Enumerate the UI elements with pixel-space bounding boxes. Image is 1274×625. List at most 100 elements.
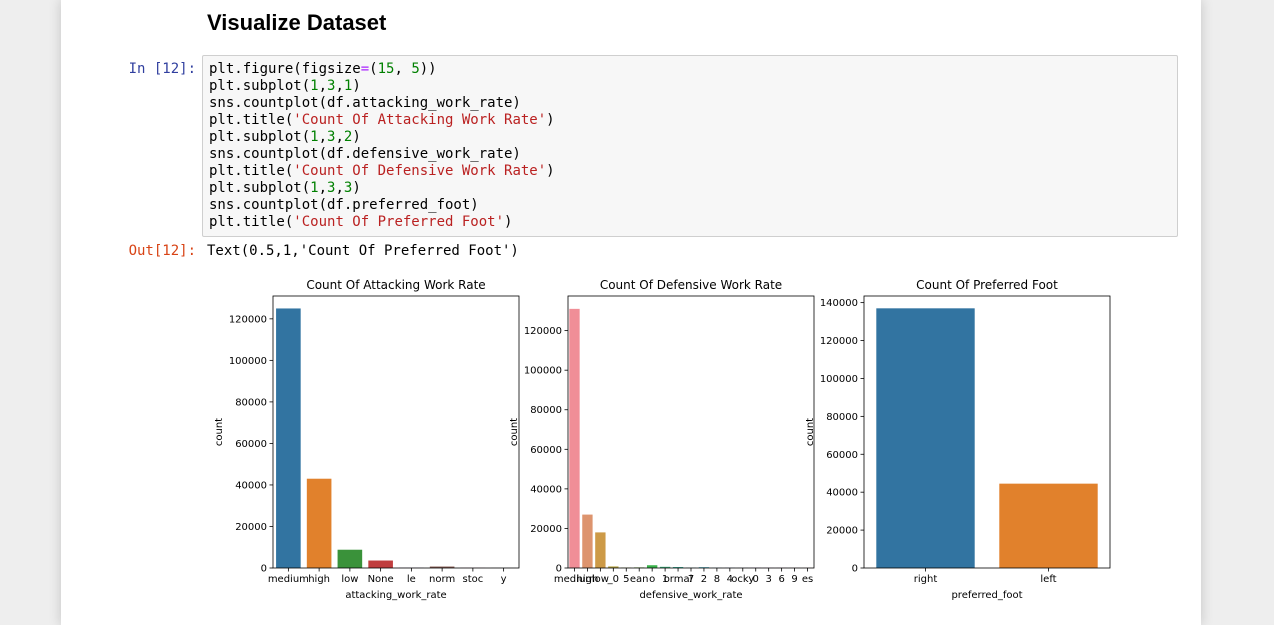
code-token: sns.countplot(df.attacking_work_rate) <box>209 95 521 111</box>
code-token: ) <box>352 180 361 196</box>
y-axis-label: count <box>214 418 225 446</box>
x-tick-label: stoc <box>463 574 484 585</box>
code-token: )) <box>419 61 437 77</box>
bar-high <box>582 514 593 568</box>
x-tick-label: medium <box>268 574 309 585</box>
y-tick-label: 120000 <box>524 326 562 337</box>
code-token: plt.subplot( <box>209 78 311 94</box>
chart-1: 0 20000 40000 60000 80000 100000 120000 medium h… <box>214 278 520 601</box>
input-prompt: In [12]: <box>128 61 196 77</box>
x-tick-label: 8 <box>714 574 720 585</box>
y-tick-label: 0 <box>556 564 562 575</box>
code-line: plt.title('Count Of Defensive Work Rate'… <box>209 163 555 180</box>
x-axis-label: defensive_work_rate <box>639 590 742 601</box>
x-tick-label: norm <box>429 574 455 585</box>
x-tick-label: _0 <box>607 574 619 585</box>
code-line: plt.subplot(1,3,2) <box>209 129 555 146</box>
chart-title: Count Of Defensive Work Rate <box>600 278 782 292</box>
code-token: 2 <box>343 129 353 145</box>
code-token: 1 <box>343 78 353 94</box>
bar-medium <box>569 308 580 568</box>
y-tick-label: 0 <box>261 564 267 575</box>
x-tick-label: 4 <box>727 574 733 585</box>
code-line: sns.countplot(df.defensive_work_rate) <box>209 146 555 163</box>
x-tick-label: ocky <box>731 574 754 585</box>
code-token: sns.countplot(df.preferred_foot) <box>209 197 479 213</box>
x-tick-label: None <box>368 574 394 585</box>
code-cell[interactable]: plt.figure(figsize=(15, 5)) plt.subplot(1… <box>202 55 1178 237</box>
code-token: plt.figure(figsize <box>209 61 361 77</box>
code-editor[interactable]: plt.figure(figsize=(15, 5)) plt.subplot(1… <box>209 61 555 231</box>
y-tick-label: 80000 <box>826 412 858 423</box>
code-line: plt.figure(figsize=(15, 5)) <box>209 61 555 78</box>
code-token: , <box>335 78 344 94</box>
x-axis-label: preferred_foot <box>951 590 1022 601</box>
code-token: , <box>318 129 328 145</box>
code-token: 'Count Of Defensive Work Rate' <box>293 163 547 179</box>
x-tick-label: right <box>914 574 938 585</box>
bar-low <box>595 532 606 568</box>
output-text: Text(0.5,1,'Count Of Preferred Foot') <box>207 243 519 259</box>
bar-norm <box>429 566 455 568</box>
x-tick-label: 1 <box>662 574 668 585</box>
code-token: 3 <box>327 129 336 145</box>
code-token: 15 <box>377 61 395 77</box>
y-tick-label: 20000 <box>235 522 267 533</box>
bar-low <box>337 549 363 568</box>
chart-2: 0 20000 40000 60000 80000 100000 120000 mediumh… <box>509 278 815 601</box>
section-heading: Visualize Dataset <box>207 10 387 35</box>
code-token: plt.subplot( <box>209 180 311 196</box>
y-tick-label: 40000 <box>826 488 858 499</box>
code-token: plt.title( <box>209 112 294 128</box>
x-tick-label: left <box>1040 574 1056 585</box>
code-token: 1 <box>310 180 319 196</box>
x-tick-label: y <box>501 574 507 585</box>
code-token: ) <box>546 163 555 179</box>
bar-ormal <box>672 567 684 568</box>
code-token: plt.title( <box>209 163 294 179</box>
x-tick-label: le <box>407 574 416 585</box>
y-tick-label: 60000 <box>530 445 562 456</box>
code-token: 3 <box>327 78 336 94</box>
code-line: plt.subplot(1,3,3) <box>209 180 555 197</box>
y-tick-label: 20000 <box>826 526 858 537</box>
x-axis-label: attacking_work_rate <box>345 590 446 601</box>
y-tick-label: 0 <box>852 564 858 575</box>
code-token: 3 <box>343 180 353 196</box>
x-tick-label: high <box>577 574 599 585</box>
y-tick-label: 140000 <box>820 298 858 309</box>
x-tick-label: 3 <box>765 574 771 585</box>
x-tick-label: low <box>592 574 609 585</box>
code-token: 1 <box>310 129 319 145</box>
code-token: ( <box>369 61 378 77</box>
countplot-figure: 0 20000 40000 60000 80000 100000 120000 medium h… <box>200 272 1130 612</box>
bar-_0 <box>608 566 619 568</box>
y-tick-label: 80000 <box>235 397 267 408</box>
y-tick-label: 100000 <box>524 366 562 377</box>
code-line: plt.subplot(1,3,1) <box>209 78 555 95</box>
x-tick-label: 5 <box>623 574 629 585</box>
code-token: 'Count Of Attacking Work Rate' <box>293 112 547 128</box>
code-token: , <box>394 61 412 77</box>
code-token: 3 <box>327 180 336 196</box>
plot-frame <box>567 295 815 569</box>
code-token: = <box>360 61 370 77</box>
code-token: , <box>318 78 328 94</box>
plot-frame <box>863 295 1111 569</box>
code-token: 'Count Of Preferred Foot' <box>293 214 505 230</box>
chart-3: 0 20000 40000 60000 80000 100000 120000 140000 r… <box>805 278 1111 601</box>
y-tick-label: 100000 <box>229 356 267 367</box>
output-prompt: Out[12]: <box>128 243 196 259</box>
y-tick-label: 40000 <box>530 484 562 495</box>
plot-frame <box>272 295 520 569</box>
code-token: ) <box>352 129 361 145</box>
code-token: , <box>335 180 344 196</box>
y-tick-label: 60000 <box>826 450 858 461</box>
bar-None <box>368 560 393 568</box>
x-tick-label: 6 <box>778 574 784 585</box>
code-token: , <box>335 129 344 145</box>
bar-right <box>876 308 975 568</box>
x-tick-label: es <box>802 574 813 585</box>
y-tick-label: 80000 <box>530 405 562 416</box>
y-axis-label: count <box>805 418 816 446</box>
